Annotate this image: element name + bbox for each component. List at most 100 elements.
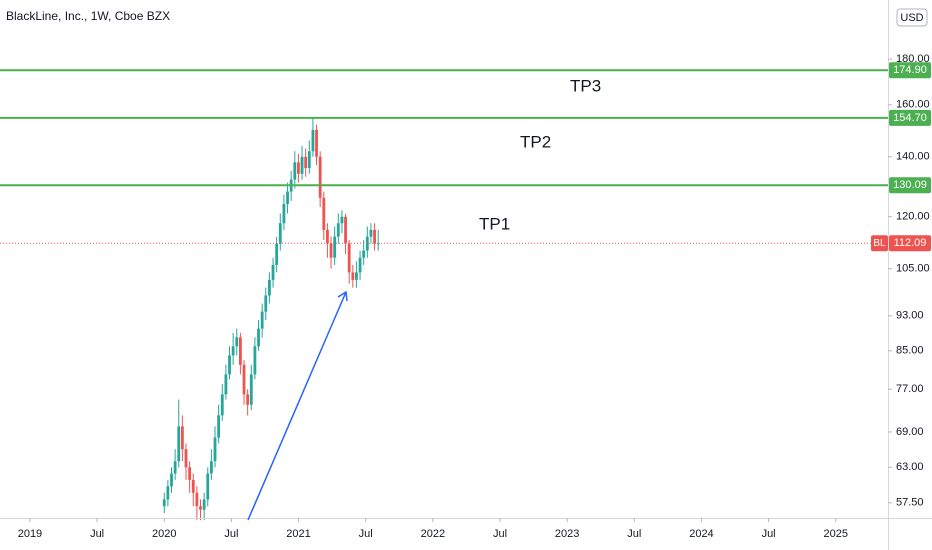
candle-body xyxy=(246,394,250,405)
x-tick-label: Jul xyxy=(627,528,641,540)
candle-body xyxy=(238,337,242,365)
y-tick-label: 93.00 xyxy=(896,310,924,322)
candle-body xyxy=(199,506,202,510)
x-tick-label: 2021 xyxy=(286,528,310,540)
x-tick-label: Jul xyxy=(762,528,776,540)
y-tick-label: 57.50 xyxy=(896,497,924,509)
level-label-box xyxy=(889,109,931,126)
chart-title: BlackLine, Inc., 1W, Cboe BZX xyxy=(6,9,170,23)
x-tick-label: Jul xyxy=(359,528,373,540)
candle-body xyxy=(297,162,300,174)
candle-body xyxy=(188,467,192,480)
candle-body xyxy=(373,229,376,244)
candle-body xyxy=(362,250,366,258)
level-name: TP2 xyxy=(520,132,551,151)
candle-body xyxy=(369,229,373,237)
candle-body xyxy=(322,197,326,230)
last-price-label: 112.09 xyxy=(894,237,927,249)
candle-body xyxy=(224,374,228,395)
level-label: 130.09 xyxy=(893,179,927,191)
candle-body xyxy=(264,295,268,312)
candle-body xyxy=(253,346,257,375)
level-label: 154.70 xyxy=(893,112,927,124)
candle-body xyxy=(336,223,340,237)
y-tick-label: 69.00 xyxy=(896,426,924,438)
currency-box xyxy=(896,8,928,27)
level-name: TP3 xyxy=(570,76,601,95)
plot-area xyxy=(0,69,888,521)
candle-body xyxy=(304,156,308,169)
level-name: TP1 xyxy=(479,214,510,233)
y-tick-label: 85.00 xyxy=(896,345,924,357)
candle-body xyxy=(173,461,177,474)
candle-body xyxy=(293,162,297,180)
candle-body xyxy=(286,191,289,204)
candle-body xyxy=(315,129,318,157)
level-label-box xyxy=(889,177,931,194)
candle-body xyxy=(355,272,358,280)
candle-body xyxy=(326,229,329,244)
candle-body xyxy=(275,243,279,265)
candle-body xyxy=(220,394,224,416)
candle-body xyxy=(180,426,184,450)
candle-body xyxy=(242,364,246,395)
y-tick-label: 140.00 xyxy=(896,151,930,163)
candle-body xyxy=(195,492,199,507)
candle-body xyxy=(228,355,231,375)
candle-body xyxy=(260,311,264,329)
candle-body xyxy=(329,243,333,258)
x-tick-label: 2024 xyxy=(689,528,713,540)
arrow-head xyxy=(337,290,348,302)
candle-body xyxy=(311,129,315,152)
candle-body xyxy=(166,486,170,500)
y-tick-label: 77.00 xyxy=(896,383,924,395)
candle-body xyxy=(257,328,260,347)
candle-body xyxy=(249,374,253,405)
candle-body xyxy=(318,156,322,198)
x-tick-label: 2019 xyxy=(18,528,42,540)
candle-body xyxy=(217,415,221,438)
y-tick-label: 63.00 xyxy=(896,461,924,473)
symbol-label: BL xyxy=(873,238,886,249)
currency-label: USD xyxy=(900,12,923,24)
candle-body xyxy=(268,279,271,296)
y-tick-label: 105.00 xyxy=(896,263,930,275)
x-tick-label: 2022 xyxy=(421,528,445,540)
candle-body xyxy=(347,243,351,273)
candle-body xyxy=(191,479,195,493)
x-tick-label: Jul xyxy=(224,528,238,540)
candle-body xyxy=(351,272,355,280)
candle-body xyxy=(231,346,235,356)
x-tick-label: 2025 xyxy=(824,528,848,540)
candle-body xyxy=(202,499,206,510)
candle-body xyxy=(365,236,369,251)
trend-arrow xyxy=(247,290,348,521)
candle-body xyxy=(235,337,239,347)
x-tick-label: 2023 xyxy=(555,528,579,540)
candle-body xyxy=(278,223,282,244)
last-price-box xyxy=(889,235,931,252)
candle-body xyxy=(358,257,362,273)
y-tick-label: 180.00 xyxy=(896,53,930,65)
candle-body xyxy=(177,426,181,462)
candle-body xyxy=(213,437,217,462)
level-label-box xyxy=(889,62,931,79)
candle-body xyxy=(271,264,275,280)
x-tick-label: Jul xyxy=(90,528,104,540)
candle-body xyxy=(344,216,347,244)
candle-body xyxy=(307,151,311,169)
candle-body xyxy=(340,216,344,224)
candle-body xyxy=(170,473,173,487)
symbol-box xyxy=(871,235,888,252)
candle-body xyxy=(184,449,188,468)
candle-body xyxy=(333,236,337,258)
candle-body xyxy=(206,473,210,500)
x-tick-label: Jul xyxy=(493,528,507,540)
candle-body xyxy=(300,156,304,174)
candle-body xyxy=(209,461,213,474)
level-label: 174.90 xyxy=(893,64,927,76)
x-tick-label: 2020 xyxy=(152,528,176,540)
